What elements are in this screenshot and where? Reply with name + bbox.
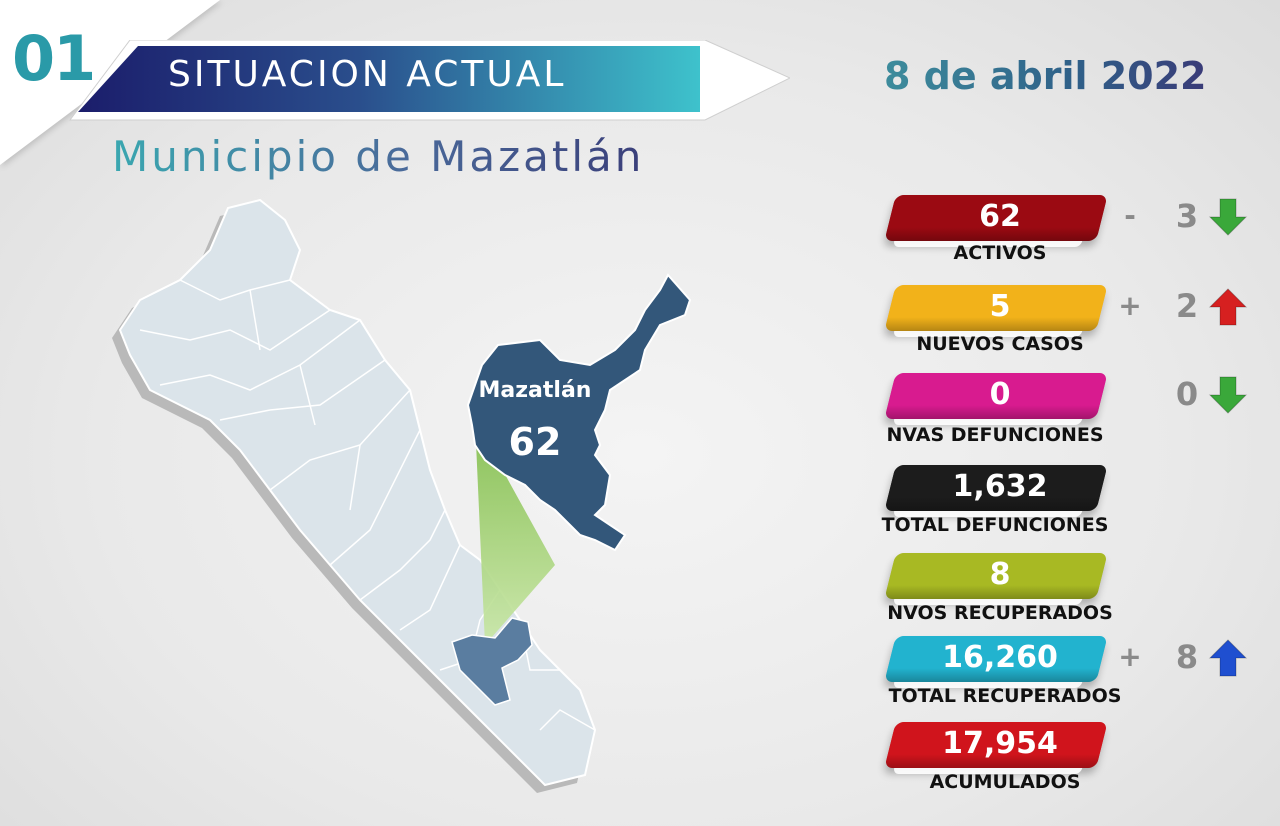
stat-value-activos: 62 [979, 199, 1021, 234]
stat-value-acumulados: 17,954 [942, 726, 1058, 761]
map-municipality-value: 62 [508, 420, 562, 464]
stat-value-total-recuperados: 16,260 [942, 640, 1058, 675]
stat-label-total-recuperados: TOTAL RECUPERADOS [888, 685, 1122, 707]
report-date: 8 de abril 2022 [884, 54, 1207, 98]
municipality-borders [139, 279, 596, 731]
stat-change-sign-nuevos-casos: + [1118, 289, 1142, 322]
stat-label-activos: ACTIVOS [953, 242, 1047, 264]
sinaloa-map [112, 198, 692, 793]
down-green-arrow-icon [1208, 376, 1248, 414]
stat-change-nuevos-casos: 2 [1175, 287, 1199, 325]
stat-value-nuevos-casos: 5 [989, 289, 1011, 324]
down-green-arrow-icon [1208, 198, 1248, 236]
stat-label-total-defunciones: TOTAL DEFUNCIONES [881, 514, 1109, 536]
mazatlan-small-region [451, 617, 533, 706]
title-banner [69, 40, 790, 121]
zoom-pointer [475, 420, 555, 645]
map-municipality-name: Mazatlán [478, 378, 592, 403]
stat-change-total-recuperados: 8 [1175, 638, 1199, 676]
stat-change-nvas-defunciones: 0 [1175, 375, 1199, 413]
mazatlan-enlarged-region [466, 273, 692, 552]
stat-label-nvas-defunciones: NVAS DEFUNCIONES [886, 424, 1104, 446]
stat-value-total-defunciones: 1,632 [952, 469, 1048, 504]
sinaloa-state [118, 198, 597, 787]
stat-label-acumulados: ACUMULADOS [929, 771, 1081, 793]
section-number: 01 [12, 22, 96, 95]
up-red-arrow-icon [1208, 288, 1248, 326]
stat-change-sign-total-recuperados: + [1118, 640, 1142, 673]
up-blue-arrow-icon [1208, 639, 1248, 677]
page-subtitle: Municipio de Mazatlán [112, 132, 645, 181]
stat-value-nvos-recuperados: 8 [989, 557, 1011, 592]
stat-change-activos: 3 [1175, 197, 1199, 235]
stat-value-nvas-defunciones: 0 [989, 377, 1011, 412]
stat-change-sign-activos: - [1124, 199, 1136, 232]
stat-label-nvos-recuperados: NVOS RECUPERADOS [887, 602, 1113, 624]
banner-title: SITUACION ACTUAL [168, 54, 567, 95]
stat-label-nuevos-casos: NUEVOS CASOS [916, 333, 1084, 355]
